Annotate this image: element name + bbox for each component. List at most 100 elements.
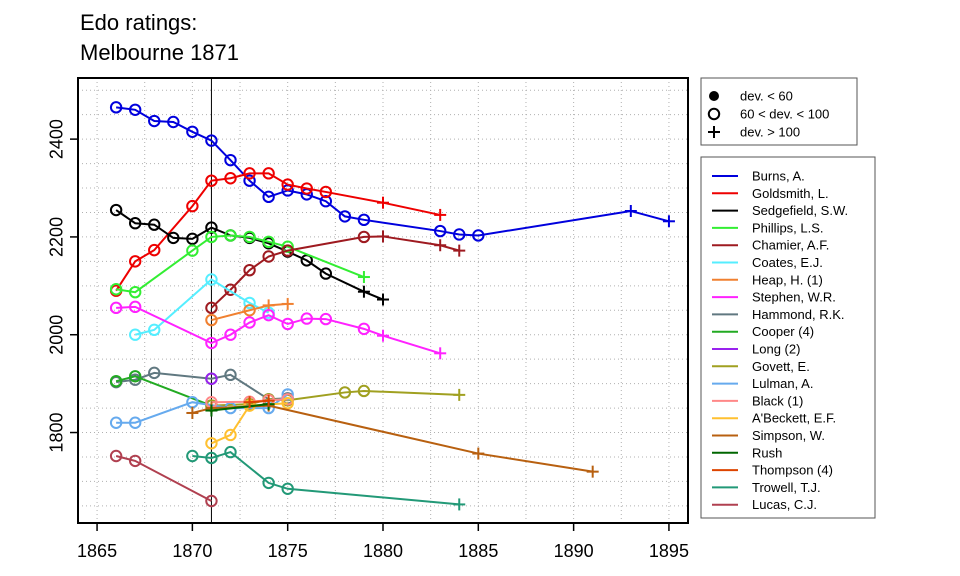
marker-circle <box>243 167 256 180</box>
series-legend-label: Sedgefield, S.W. <box>752 203 848 218</box>
marker-plus <box>586 465 599 478</box>
x-tick-label: 1895 <box>649 541 689 561</box>
marker-plus <box>377 196 389 209</box>
marker-circle <box>167 115 180 129</box>
marker-dot <box>709 91 719 101</box>
marker-circle <box>262 476 275 490</box>
x-tick-label: 1870 <box>172 541 212 561</box>
series-stephen-w-r <box>109 300 447 360</box>
marker-circle <box>148 366 161 380</box>
series-legend-label: Lulman, A. <box>752 376 813 391</box>
marker-circle <box>281 317 294 331</box>
marker-circle <box>109 283 123 296</box>
y-tick-label: 2200 <box>47 217 67 257</box>
marker-circle <box>109 416 123 429</box>
series-line <box>116 305 441 355</box>
marker-circle <box>205 313 218 327</box>
marker-circle <box>281 393 294 406</box>
marker-circle <box>262 190 275 204</box>
series-legend-label: Govett, E. <box>752 359 810 374</box>
marker-circle <box>224 172 237 185</box>
marker-circle <box>357 322 371 336</box>
series-phillips-l-s <box>109 229 370 299</box>
marker-circle <box>205 494 218 508</box>
marker-circle <box>281 244 294 257</box>
marker-circle <box>128 103 142 116</box>
marker-circle <box>224 368 237 382</box>
series-legend-label: Coates, E.J. <box>752 255 823 270</box>
marker-circle <box>148 218 161 231</box>
series-legend-label: Black (1) <box>752 393 803 408</box>
marker-circle <box>128 373 142 386</box>
marker-circle <box>243 296 256 310</box>
marker-legend-box <box>700 77 858 146</box>
series-line <box>192 404 593 473</box>
series-line <box>115 234 365 294</box>
marker-circle <box>186 449 199 463</box>
marker-plus <box>453 498 466 511</box>
chart-title-line1: Edo ratings: <box>80 10 198 35</box>
marker-circle <box>109 101 123 114</box>
marker-circle <box>433 224 447 238</box>
marker-circle <box>472 229 485 242</box>
marker-circle <box>205 336 218 350</box>
marker-circle <box>186 125 199 138</box>
marker-plus <box>434 208 447 221</box>
marker-plus <box>377 293 389 306</box>
x-tick-label: 1885 <box>458 541 498 561</box>
marker-circle <box>224 445 237 459</box>
marker-plus <box>377 230 389 243</box>
series-line <box>115 455 212 502</box>
marker-legend: dev. < 60 60 < dev. < 100 dev. > 100 <box>700 77 858 146</box>
marker-circle <box>128 370 142 383</box>
marker-plus <box>472 447 485 460</box>
series-legend-label: Goldsmith, L. <box>752 186 829 201</box>
marker-plus <box>453 244 466 257</box>
marker-plus <box>357 271 370 284</box>
series-legend-label: Hammond, R.K. <box>752 307 844 322</box>
series-legend-label: Rush <box>752 445 782 460</box>
marker-circle <box>128 285 142 299</box>
series-legend-label: Phillips, L.S. <box>752 220 824 235</box>
marker-circle <box>128 416 142 429</box>
series-layer <box>109 101 675 511</box>
y-tick-label: 2000 <box>47 315 67 355</box>
series-line <box>134 278 270 336</box>
marker-circle <box>300 182 313 195</box>
series-legend-label: Chamier, A.F. <box>752 238 829 253</box>
series-legend-box <box>700 156 876 519</box>
marker-circle <box>300 312 313 325</box>
series-legend-label: Long (2) <box>752 342 800 357</box>
marker-circle <box>281 178 294 191</box>
y-tick-label: 2400 <box>47 119 67 159</box>
marker-plus <box>205 404 218 417</box>
marker-circle <box>205 134 218 147</box>
marker-circle <box>453 228 466 241</box>
marker-plus <box>708 126 720 138</box>
marker-legend-label: dev. > 100 <box>740 125 800 140</box>
series-legend-label: Burns, A. <box>752 169 805 184</box>
marker-circle <box>186 232 199 246</box>
marker-circle <box>281 482 294 495</box>
series-chamier-a-f <box>205 230 466 315</box>
series-line <box>116 393 289 424</box>
marker-circle <box>319 185 333 199</box>
series-trowell-t-j <box>186 445 466 511</box>
marker-circle <box>205 301 218 315</box>
series-long-2 <box>205 372 218 385</box>
marker-circle <box>243 304 256 317</box>
series-legend-label: Lucas, C.J. <box>752 497 817 512</box>
marker-circle <box>224 153 237 167</box>
marker-circle <box>148 114 161 128</box>
series-legend-label: Stephen, W.R. <box>752 290 836 305</box>
marker-circle <box>281 396 294 410</box>
y-tick-label: 1800 <box>47 413 67 453</box>
marker-circle <box>262 235 275 249</box>
marker-circle <box>224 283 237 296</box>
series-burns-a <box>109 101 675 242</box>
series-line <box>115 106 670 237</box>
series-line <box>210 235 460 309</box>
marker-circle <box>128 300 142 314</box>
series-line <box>115 371 288 401</box>
